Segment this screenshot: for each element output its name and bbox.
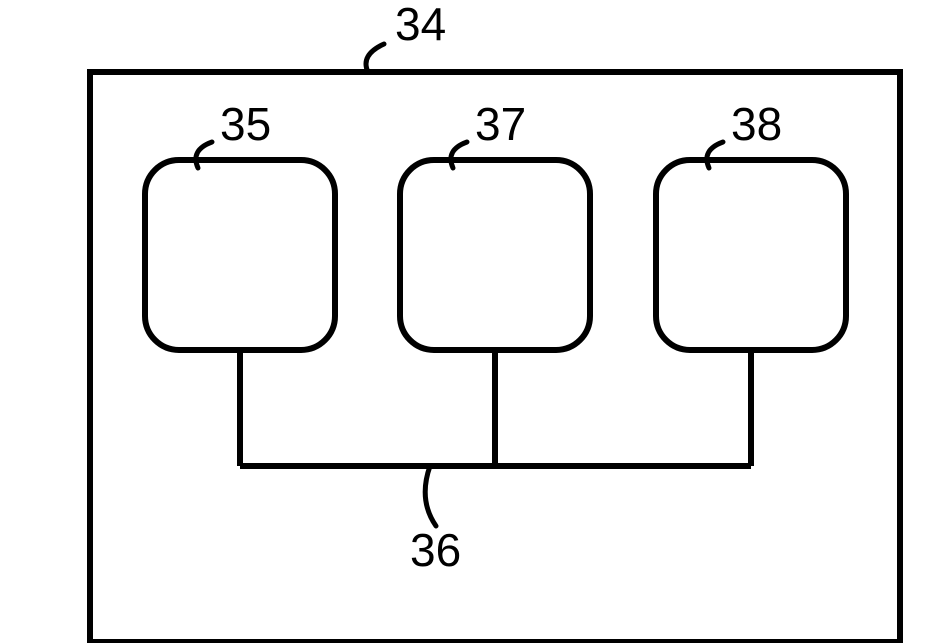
container-label: 34: [395, 0, 446, 50]
block-leader-b38: [707, 142, 723, 168]
block-leader-b37: [451, 142, 467, 168]
block-b35: [145, 160, 335, 350]
block-label-b37: 37: [475, 98, 526, 150]
block-label-b38: 38: [731, 98, 782, 150]
block-label-b35: 35: [220, 98, 271, 150]
block-b38: [656, 160, 846, 350]
block-b37: [400, 160, 590, 350]
block-leader-b35: [196, 142, 212, 168]
bus-leader: [425, 466, 436, 526]
bus-label: 36: [410, 524, 461, 576]
container-leader: [366, 44, 384, 72]
